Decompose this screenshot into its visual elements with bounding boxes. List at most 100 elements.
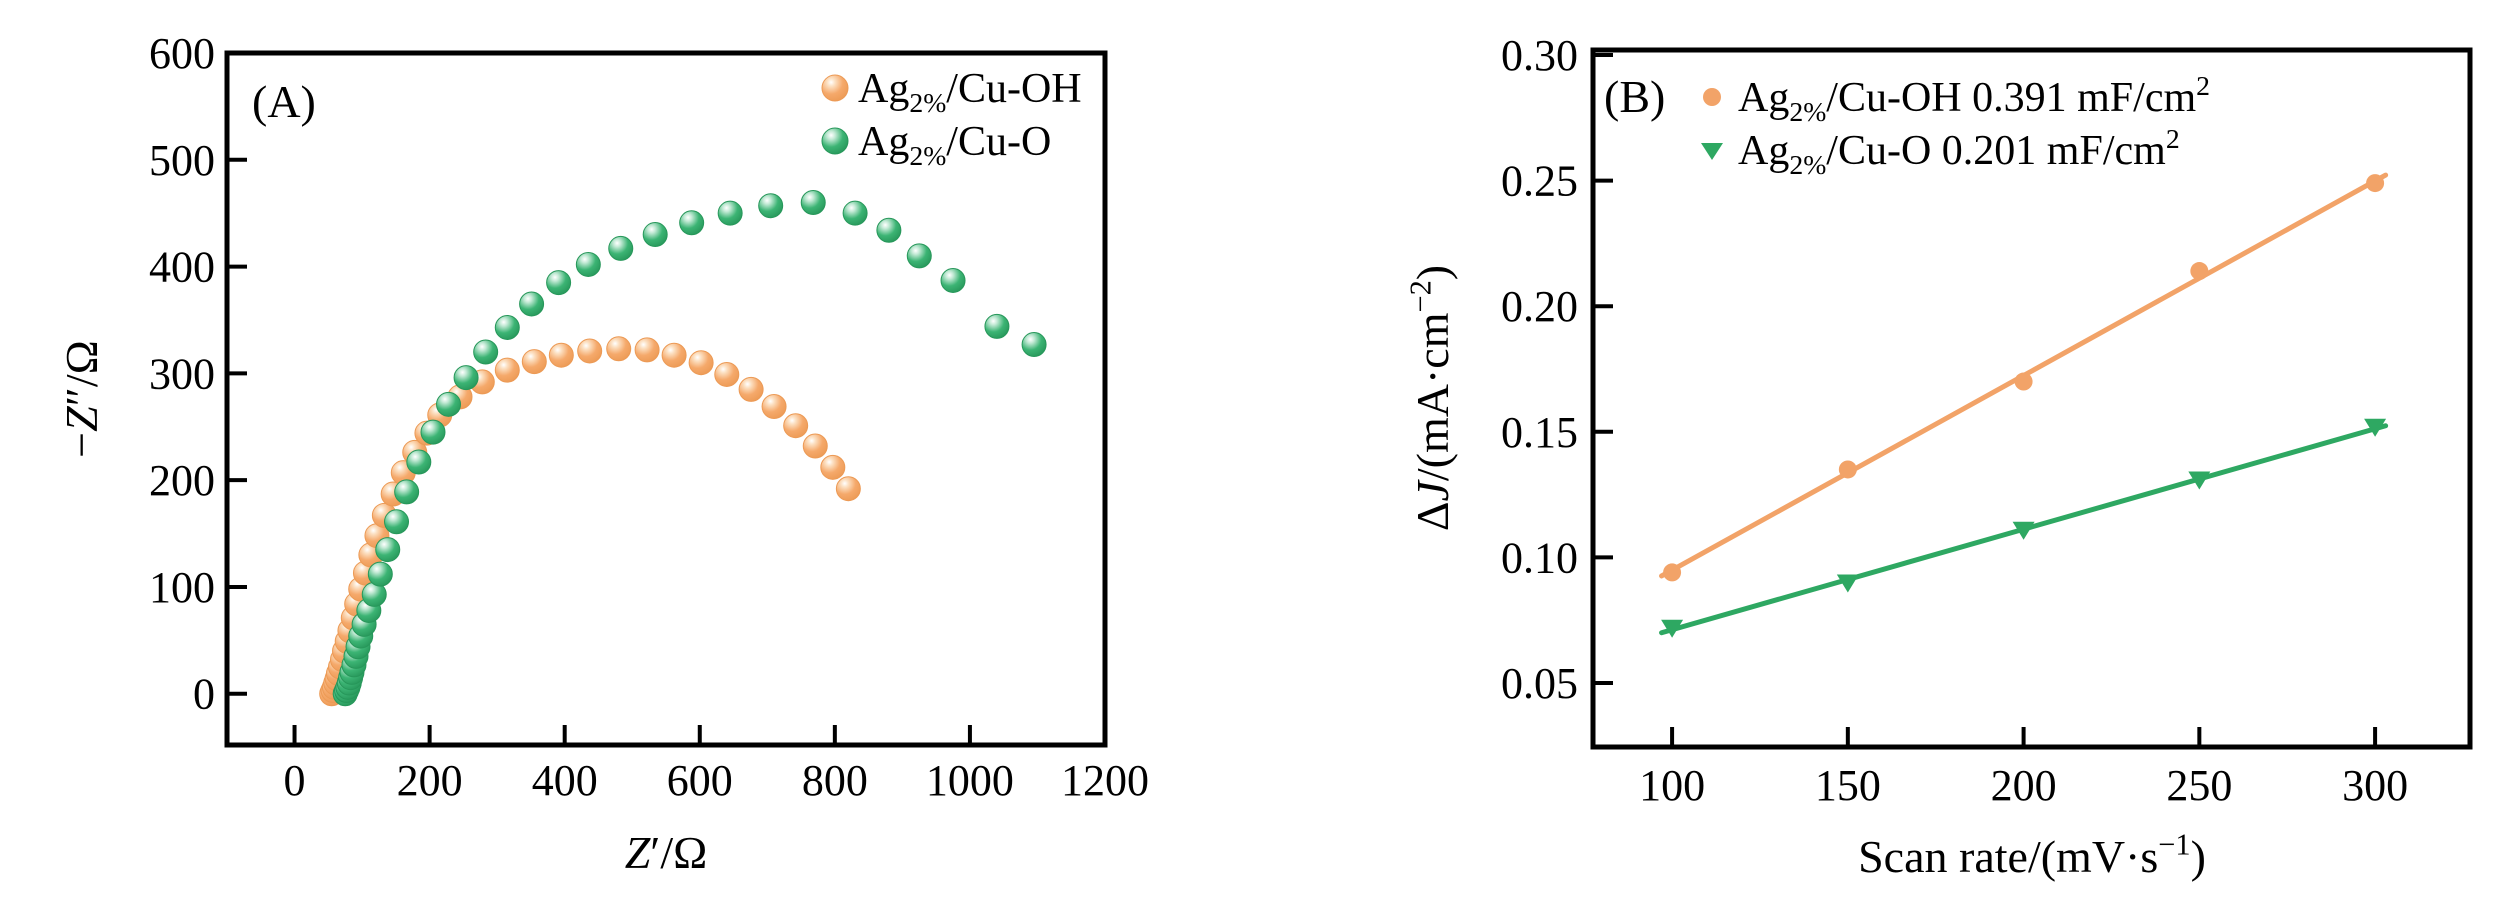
x-tick-label: 800 bbox=[802, 756, 868, 805]
x-axis-title: Z′/Ω bbox=[625, 827, 708, 878]
data-point bbox=[738, 376, 764, 402]
series-cu_o bbox=[332, 190, 1047, 707]
x-tick-label: 200 bbox=[397, 756, 463, 805]
data-point bbox=[800, 190, 826, 216]
data-point bbox=[820, 454, 846, 480]
plot-box bbox=[1590, 47, 2473, 750]
data-point bbox=[802, 433, 828, 459]
series-cu_o bbox=[1659, 418, 2389, 638]
data-point bbox=[519, 291, 545, 317]
data-point bbox=[714, 361, 740, 387]
data-point bbox=[575, 251, 601, 277]
data-point bbox=[1838, 460, 1857, 479]
panel-label: (B) bbox=[1604, 71, 1665, 122]
data-point bbox=[758, 193, 784, 219]
legend-marker bbox=[1701, 143, 1723, 160]
legend-label: Ag2%/Cu-O 0.201 mF/cm2 bbox=[1738, 123, 2180, 180]
data-point bbox=[1661, 619, 1684, 638]
data-point bbox=[1663, 563, 1682, 582]
data-point bbox=[642, 222, 668, 248]
legend-label: Ag2%/Cu-OH bbox=[858, 66, 1082, 118]
data-point bbox=[1021, 332, 1047, 358]
data-point bbox=[406, 449, 432, 475]
legend-marker bbox=[821, 127, 849, 155]
data-point bbox=[453, 365, 479, 391]
data-point bbox=[2188, 471, 2211, 490]
data-point bbox=[548, 342, 574, 368]
x-tick-label: 300 bbox=[2342, 761, 2408, 810]
data-point bbox=[842, 200, 868, 226]
data-point bbox=[494, 314, 520, 340]
data-point bbox=[577, 338, 603, 364]
legend-marker bbox=[821, 74, 849, 102]
panel-A: 0 200 400 600 800 1000 1200 0 100 200 300 400 500 600… bbox=[56, 29, 1149, 878]
data-point bbox=[783, 413, 809, 439]
legend-marker bbox=[1703, 88, 1721, 106]
data-point bbox=[984, 313, 1010, 339]
data-point bbox=[835, 476, 861, 502]
panel-B: 100 150 200 250 300 0.05 0.10 0.15 0.20 0.25 0.30 S… bbox=[1404, 31, 2473, 882]
y-tick-label: 200 bbox=[149, 456, 215, 505]
x-axis-title: Scan rate/(mV·s−1) bbox=[1858, 828, 2206, 882]
data-point bbox=[494, 357, 520, 383]
x-tick-label: 200 bbox=[1991, 761, 2057, 810]
y-tick-label: 400 bbox=[149, 243, 215, 292]
data-point bbox=[521, 349, 547, 375]
data-point bbox=[634, 337, 660, 363]
data-point bbox=[940, 267, 966, 293]
data-point bbox=[606, 336, 632, 362]
data-point bbox=[2190, 262, 2209, 281]
data-point bbox=[473, 339, 499, 365]
data-point bbox=[2012, 521, 2035, 540]
data-point bbox=[2014, 372, 2033, 391]
y-tick-label: 600 bbox=[149, 29, 215, 78]
data-point bbox=[436, 391, 462, 417]
data-point bbox=[906, 243, 932, 269]
series-cu_oh bbox=[1659, 172, 2389, 582]
data-point bbox=[717, 200, 743, 226]
x-tick-label: 400 bbox=[532, 756, 598, 805]
data-point bbox=[661, 342, 687, 368]
legend-label: Ag2%/Cu-O bbox=[858, 119, 1051, 171]
x-tick-label: 1200 bbox=[1061, 756, 1149, 805]
y-axis-title: ΔJ/(mA·cm−2) bbox=[1404, 265, 1458, 531]
data-point bbox=[876, 217, 902, 243]
x-tick-label: 1000 bbox=[926, 756, 1014, 805]
y-tick-label: 0.05 bbox=[1501, 659, 1578, 708]
data-point bbox=[367, 561, 393, 587]
y-tick-label: 500 bbox=[149, 136, 215, 185]
y-tick-label: 0.30 bbox=[1501, 31, 1578, 80]
data-point bbox=[1836, 574, 1859, 593]
y-axis-title: −Z″/Ω bbox=[56, 340, 107, 458]
y-tick-label: 0 bbox=[193, 670, 215, 719]
data-point bbox=[608, 235, 634, 261]
x-tick-label: 250 bbox=[2166, 761, 2232, 810]
panel-label: (A) bbox=[252, 76, 316, 127]
data-point bbox=[546, 270, 572, 296]
plot-box bbox=[224, 50, 1108, 748]
data-point bbox=[420, 419, 446, 445]
data-point bbox=[688, 350, 714, 376]
data-point bbox=[394, 479, 420, 505]
y-tick-label: 0.25 bbox=[1501, 157, 1578, 206]
data-point bbox=[375, 537, 401, 563]
legend-label: Ag2%/Cu-OH 0.391 mF/cm2 bbox=[1738, 70, 2210, 127]
y-tick-label: 0.20 bbox=[1501, 282, 1578, 331]
x-tick-label: 600 bbox=[667, 756, 733, 805]
y-tick-label: 300 bbox=[149, 349, 215, 398]
data-point bbox=[384, 509, 410, 535]
data-point bbox=[761, 393, 787, 419]
x-tick-label: 0 bbox=[284, 756, 306, 805]
data-point bbox=[679, 210, 705, 236]
y-tick-label: 0.15 bbox=[1501, 408, 1578, 457]
x-tick-label: 100 bbox=[1639, 761, 1705, 810]
x-tick-label: 150 bbox=[1815, 761, 1881, 810]
data-point bbox=[2366, 174, 2385, 193]
data-point bbox=[2364, 418, 2387, 437]
y-tick-label: 100 bbox=[149, 563, 215, 612]
y-tick-label: 0.10 bbox=[1501, 533, 1578, 582]
